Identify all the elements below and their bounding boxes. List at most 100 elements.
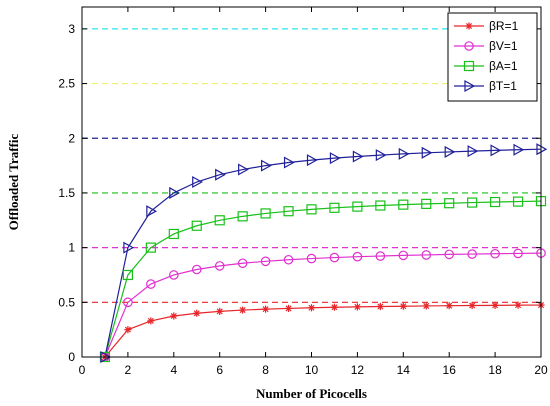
data-point bbox=[123, 241, 135, 254]
data-point bbox=[238, 163, 249, 176]
x-tick-label: 10 bbox=[305, 363, 319, 377]
series-line-r-1 bbox=[104, 304, 542, 358]
data-point bbox=[445, 302, 453, 310]
data-point bbox=[467, 197, 478, 208]
y-tick-label: 2.5 bbox=[58, 77, 75, 91]
data-point bbox=[168, 228, 179, 240]
data-point bbox=[468, 301, 476, 310]
x-tick-label: 4 bbox=[170, 363, 177, 377]
legend-marker bbox=[464, 79, 476, 93]
data-point bbox=[422, 302, 430, 310]
data-point bbox=[375, 251, 386, 261]
data-point bbox=[261, 159, 272, 172]
data-point bbox=[191, 220, 202, 231]
data-point bbox=[260, 256, 271, 267]
data-point bbox=[421, 250, 432, 260]
data-point bbox=[467, 249, 477, 259]
data-point bbox=[146, 205, 158, 218]
legend-marker bbox=[464, 41, 474, 51]
y-tick-label: 1.5 bbox=[58, 186, 75, 200]
x-tick-label: 18 bbox=[488, 363, 502, 377]
data-point bbox=[239, 306, 247, 314]
data-point bbox=[398, 199, 409, 210]
data-point bbox=[399, 302, 407, 310]
data-point bbox=[353, 303, 361, 311]
legend-label-a-1: βA=1 bbox=[489, 59, 518, 73]
data-point bbox=[398, 250, 409, 261]
data-point bbox=[146, 279, 156, 289]
data-point bbox=[398, 147, 410, 160]
data-point bbox=[214, 261, 225, 271]
y-tick-label: 3 bbox=[68, 22, 75, 36]
data-point bbox=[169, 270, 179, 280]
data-point bbox=[444, 198, 455, 209]
data-point bbox=[147, 317, 155, 325]
x-tick-label: 16 bbox=[443, 363, 457, 377]
legend-marker bbox=[465, 22, 473, 30]
data-point bbox=[215, 168, 226, 181]
data-point bbox=[491, 301, 499, 309]
data-point bbox=[306, 204, 317, 215]
data-point bbox=[145, 242, 156, 253]
data-point bbox=[514, 301, 522, 309]
y-axis-title: Offloaded Traffic bbox=[6, 133, 21, 230]
data-point bbox=[376, 302, 384, 311]
data-point bbox=[375, 200, 386, 211]
legend: βR=1 βV=1 βA=1 βT=1 bbox=[447, 12, 538, 102]
data-point bbox=[306, 154, 318, 167]
data-point bbox=[329, 252, 340, 263]
data-point bbox=[237, 258, 248, 269]
data-point bbox=[170, 312, 178, 320]
data-point bbox=[124, 326, 132, 334]
data-point bbox=[513, 248, 523, 259]
x-tick-label: 12 bbox=[351, 363, 365, 377]
data-point bbox=[169, 186, 181, 199]
x-tick-label: 6 bbox=[216, 363, 223, 377]
y-tick-label: 0 bbox=[68, 350, 75, 364]
data-point bbox=[490, 144, 502, 157]
data-point bbox=[444, 249, 454, 260]
data-point bbox=[513, 143, 525, 156]
x-axis-ticks: 0 2 4 6 8 10 12 14 16 18 20 bbox=[79, 7, 548, 377]
data-point bbox=[444, 145, 456, 158]
data-point bbox=[330, 303, 339, 311]
data-point bbox=[329, 152, 341, 165]
legend-label-v-1: βV=1 bbox=[489, 39, 518, 53]
legend-label-r-1: βR=1 bbox=[489, 19, 519, 33]
data-point bbox=[352, 201, 363, 212]
data-point bbox=[490, 248, 500, 259]
data-point bbox=[329, 202, 340, 213]
x-axis-title: Number of Picocells bbox=[256, 386, 367, 401]
data-point bbox=[283, 206, 294, 217]
x-tick-label: 0 bbox=[79, 363, 86, 377]
data-point bbox=[122, 269, 134, 281]
x-tick-label: 2 bbox=[125, 363, 132, 377]
data-point bbox=[191, 264, 202, 275]
series-line-a-1 bbox=[104, 200, 542, 358]
y-axis-ticks: 0 0.5 1 1.5 2 2.5 3 bbox=[58, 22, 541, 364]
data-point bbox=[421, 198, 432, 209]
y-tick-label: 2 bbox=[68, 131, 75, 145]
data-point bbox=[512, 196, 524, 207]
data-point bbox=[193, 309, 201, 317]
data-point bbox=[375, 149, 387, 162]
data-point bbox=[123, 297, 133, 308]
y-tick-label: 0.5 bbox=[58, 295, 75, 309]
x-tick-label: 14 bbox=[397, 363, 411, 377]
data-point bbox=[467, 145, 479, 158]
x-tick-label: 8 bbox=[262, 363, 269, 377]
data-point bbox=[421, 146, 433, 159]
data-point bbox=[216, 307, 224, 315]
data-point bbox=[306, 253, 317, 264]
data-point bbox=[490, 196, 501, 208]
data-point bbox=[214, 215, 225, 226]
data-point bbox=[260, 208, 271, 219]
x-tick-label: 20 bbox=[534, 363, 548, 377]
data-point bbox=[352, 251, 363, 262]
data-point bbox=[237, 211, 248, 222]
y-tick-label: 1 bbox=[68, 241, 75, 255]
data-point bbox=[283, 254, 294, 265]
data-point bbox=[284, 304, 293, 313]
data-point bbox=[307, 304, 316, 312]
